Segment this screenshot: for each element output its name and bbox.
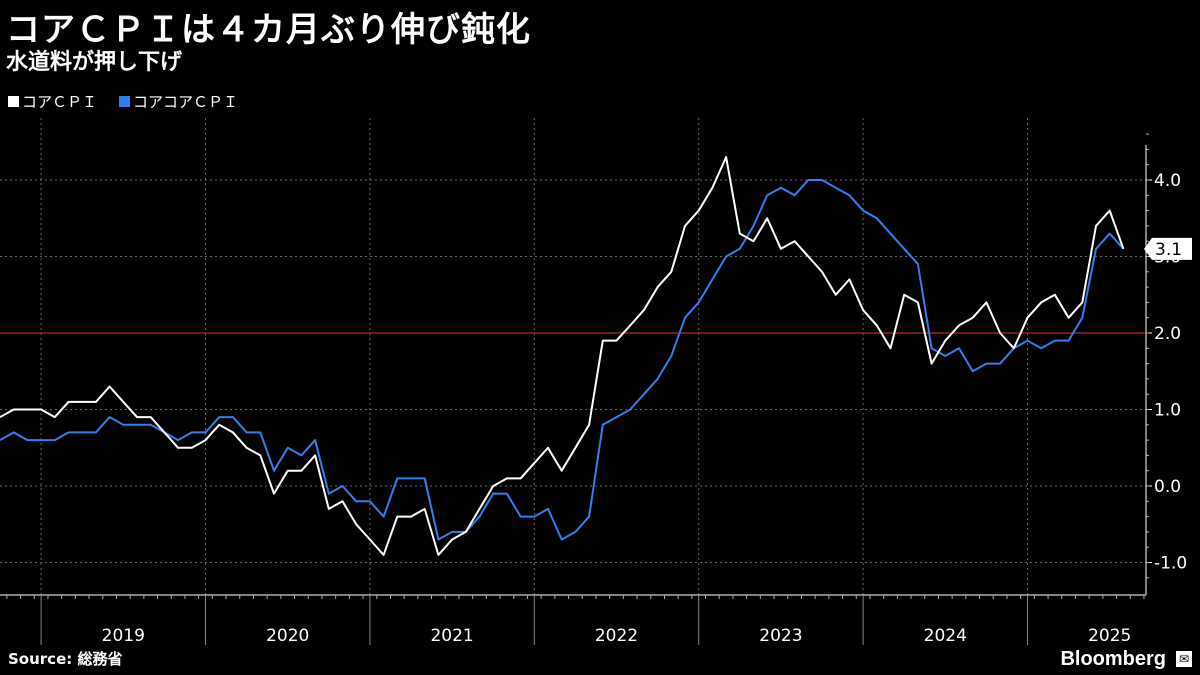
xtick-label-2022: 2022 (595, 626, 638, 646)
last-value-label: 3.1 (1155, 240, 1182, 260)
xtick-label-2025: 2025 (1088, 626, 1131, 646)
ytick-label: 1.0 (1154, 401, 1181, 421)
legend: コアＣＰＩ コアコアＣＰＩ (8, 91, 238, 112)
legend-swatch-core-core (119, 96, 131, 107)
source-note: Source: 総務省 (8, 650, 123, 668)
legend-label-core: コアＣＰＩ (22, 93, 98, 111)
ytick-label: 2.0 (1154, 324, 1181, 344)
legend-swatch-core (8, 96, 19, 107)
xtick-label-2019: 2019 (102, 626, 145, 646)
last-value-flag (1144, 237, 1192, 260)
ytick-label: 4.0 (1154, 171, 1181, 191)
chart-subtitle: 水道料が押し下げ (6, 50, 183, 75)
bloomberg-logo: Bloomberg (1060, 648, 1166, 670)
series-line-core-core-cpi (0, 179, 1125, 541)
xtick-label-2021: 2021 (430, 626, 473, 646)
ytick-label: 0.0 (1154, 477, 1181, 497)
xtick-label-2020: 2020 (266, 626, 309, 646)
xtick-label-2024: 2024 (924, 626, 967, 646)
legend-item-core: コアＣＰＩ (8, 91, 97, 112)
ytick-label: -1.0 (1154, 554, 1187, 574)
legend-label-core-core: コアコアＣＰＩ (133, 93, 239, 111)
chart-title: コアＣＰＩは４カ月ぶり伸び鈍化 (6, 10, 531, 50)
legend-item-core-core: コアコアＣＰＩ (119, 91, 238, 112)
bloomberg-mark-icon: ✉ (1176, 651, 1192, 667)
xtick-label-2023: 2023 (759, 626, 802, 646)
series-line-core-cpi (0, 156, 1125, 556)
